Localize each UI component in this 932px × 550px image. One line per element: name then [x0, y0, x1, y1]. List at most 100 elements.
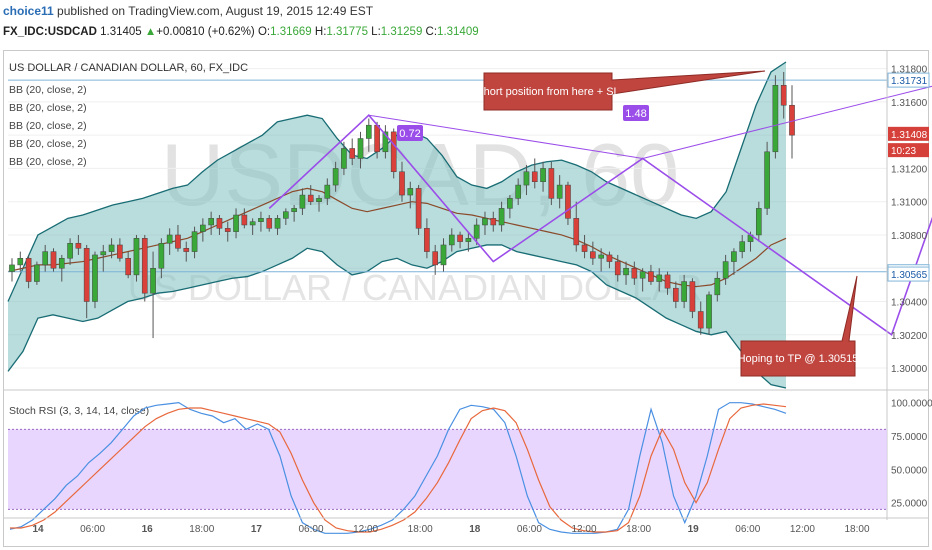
- candle: [365, 118, 372, 152]
- candle: [432, 244, 439, 275]
- candle-body: [664, 274, 671, 289]
- candle-body: [374, 124, 380, 153]
- candle: [25, 254, 32, 289]
- candle-body: [108, 244, 115, 252]
- chart-title: US DOLLAR / CANADIAN DOLLAR, 60, FX_IDC: [9, 62, 248, 74]
- stoch-tick-label: 75.0000: [891, 432, 928, 443]
- candle-body: [639, 271, 646, 279]
- bb-legend-1: BB (20, close, 2): [9, 84, 87, 96]
- time-tick-label: 19: [688, 524, 700, 535]
- candle: [482, 211, 488, 235]
- stoch-k-line: [9, 402, 787, 534]
- candle: [208, 211, 214, 235]
- bb-legend-3: BB (20, close, 2): [9, 120, 87, 132]
- candle-body: [457, 234, 463, 242]
- low-value: 1.31259: [380, 26, 423, 38]
- stoch-tick-label: 100.0000: [891, 399, 932, 410]
- candle: [332, 161, 339, 192]
- candle: [606, 251, 613, 269]
- candle-body: [614, 261, 621, 276]
- time-tick-label: 18:00: [844, 524, 869, 535]
- tp-callout-shape: [740, 275, 858, 377]
- candle: [42, 244, 49, 272]
- candle-body: [689, 281, 696, 312]
- ratio-badge-1: [397, 125, 423, 141]
- time-axis[interactable]: 14 06:00 16 18:00 17 06:00 12:00 18:00 18 06:00 12…: [3, 517, 929, 535]
- candle-body: [92, 254, 98, 302]
- candle-body: [274, 218, 281, 229]
- open-label: O:: [257, 26, 271, 38]
- candle: [117, 238, 123, 262]
- candle: [623, 261, 629, 285]
- high-label: H:: [314, 26, 327, 38]
- price-label-box: [887, 72, 930, 88]
- price-tick-label: 1.30800: [891, 231, 928, 242]
- candle: [341, 141, 347, 176]
- candle: [249, 218, 256, 235]
- candle: [440, 238, 447, 272]
- time-tick-label: 12:00: [790, 524, 815, 535]
- candle: [590, 241, 596, 265]
- lower-band-line: [7, 244, 787, 389]
- candle-body: [224, 228, 231, 232]
- candle-body: [67, 243, 73, 259]
- candle-body: [382, 131, 389, 153]
- time-tick-label: 17: [251, 524, 263, 535]
- candle-body: [125, 258, 131, 276]
- candle-body: [166, 234, 173, 244]
- price-tick-label: 1.31000: [891, 198, 928, 209]
- candle-body: [183, 248, 190, 252]
- candle-body: [523, 171, 530, 186]
- candle-body: [731, 251, 737, 262]
- candle: [150, 251, 156, 339]
- price-label-text: 10:23: [891, 146, 916, 157]
- bb-legend-2: BB (20, close, 2): [9, 102, 87, 114]
- candle: [498, 201, 505, 232]
- open-value: 1.31669: [270, 26, 312, 38]
- stoch-tick-label: 50.0000: [891, 465, 928, 476]
- candle: [9, 258, 15, 282]
- time-tick-label: 12:00: [571, 524, 596, 535]
- band-fill: [8, 61, 786, 389]
- candle: [473, 218, 480, 245]
- up-arrow-icon: ▲: [144, 26, 157, 38]
- close-label: C:: [425, 26, 438, 38]
- candle-body: [432, 251, 439, 266]
- candle-body: [75, 243, 82, 249]
- price-axis[interactable]: 1.318001.316001.314001.312001.310001.308…: [3, 50, 930, 520]
- candle-body: [133, 238, 140, 276]
- candle-body: [507, 198, 513, 209]
- time-tick-label: 06:00: [80, 524, 105, 535]
- close-value: 1.31409: [437, 26, 479, 38]
- price-label-box: [888, 143, 929, 158]
- candle-body: [158, 243, 165, 269]
- candle: [515, 178, 521, 206]
- price-tick-label: 1.30000: [891, 364, 928, 375]
- candle: [731, 248, 737, 275]
- change-value: +0.00810 (+0.62%): [156, 26, 255, 38]
- candle-body: [780, 85, 787, 106]
- candle: [531, 158, 538, 189]
- candle-body: [83, 248, 90, 302]
- ratio-badge-2: [623, 105, 649, 121]
- candle-body: [565, 184, 571, 219]
- tp-callout-text: Hoping to TP @ 1.30515: [738, 353, 859, 365]
- candle-body: [399, 171, 405, 196]
- candle-body: [440, 244, 447, 266]
- candle-body: [17, 258, 24, 266]
- candle-body: [349, 148, 356, 159]
- stoch-tick-label: 25.0000: [891, 499, 928, 510]
- candle-body: [673, 287, 679, 302]
- candle: [100, 244, 107, 272]
- candle: [357, 131, 364, 169]
- price-label-box: [887, 266, 930, 282]
- candle-body: [789, 104, 795, 136]
- candle: [92, 251, 98, 309]
- candle: [614, 254, 621, 282]
- candle-body: [581, 244, 588, 252]
- candle-body: [573, 218, 580, 246]
- author-link[interactable]: choice11: [3, 4, 54, 18]
- candle-body: [473, 224, 480, 239]
- candle-body: [357, 138, 364, 159]
